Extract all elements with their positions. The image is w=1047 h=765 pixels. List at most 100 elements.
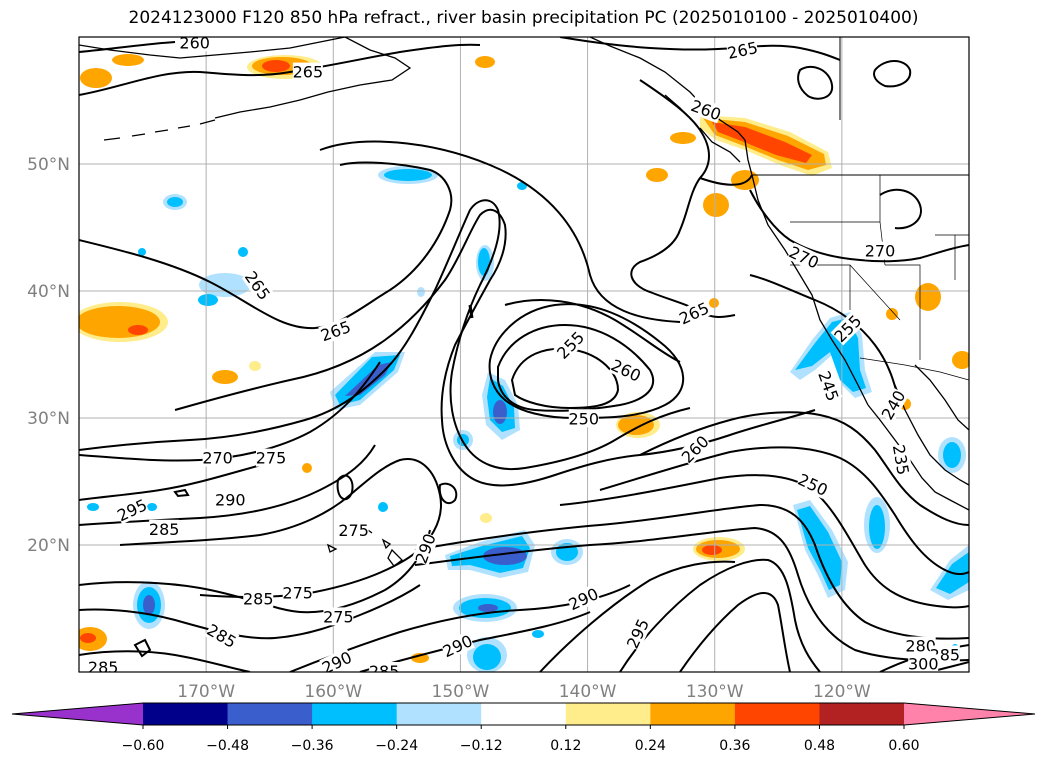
- refractivity-contour: [79, 361, 381, 462]
- colorbar-segment: [312, 703, 398, 725]
- colorbar-segment: [143, 703, 229, 725]
- colorbar-extend-min: [12, 703, 143, 725]
- precip-negative-region: [478, 248, 490, 276]
- colorbar-extend-max: [904, 703, 1035, 725]
- contour-label-background: [255, 448, 286, 467]
- contour-label-group: 280: [905, 636, 936, 656]
- contour-label-background: [243, 589, 274, 608]
- contour-label-group: 260: [179, 33, 210, 52]
- lat-tick-label: 50°N: [27, 155, 70, 175]
- mexico-border: [859, 357, 969, 381]
- precip-negative-region: [417, 287, 425, 297]
- precip-positive-region: [411, 653, 429, 663]
- contour-label-background: [815, 368, 843, 404]
- colorbar-segment: [819, 703, 905, 725]
- contour-label: 275: [256, 449, 287, 468]
- refractivity-contour: [497, 323, 655, 412]
- refractivity-contour: [619, 558, 821, 672]
- contour-label-background: [202, 448, 233, 467]
- precip-positive-region: [703, 193, 729, 217]
- contour-label: 275: [323, 607, 354, 626]
- refractivity-contours: [79, 37, 969, 672]
- precip-negative-region: [493, 400, 507, 424]
- refractivity-contour: [79, 199, 691, 471]
- contour-label-background: [114, 495, 150, 525]
- precip-negative-region: [532, 630, 544, 638]
- contour-label-group: 270: [865, 241, 895, 261]
- contour-label: 270: [202, 449, 233, 468]
- lon-tick-label: 130°W: [686, 682, 744, 702]
- lon-tick-label: 120°W: [813, 682, 871, 702]
- refractivity-contour: [488, 303, 685, 420]
- precip-positive-region: [475, 56, 495, 68]
- precip-positive-region: [480, 513, 492, 523]
- contour-label-group: 265: [293, 62, 323, 82]
- refractivity-contour: [173, 488, 190, 498]
- refractivity-contour: [639, 411, 969, 526]
- colorbar-segment: [396, 703, 482, 725]
- precip-negative-region: [147, 503, 157, 511]
- precip-positive-region: [709, 298, 719, 308]
- contour-label: 275: [338, 521, 369, 540]
- contour-label: 260: [179, 33, 210, 52]
- contour-label-group: 290: [215, 490, 246, 510]
- contour-label-group: 300: [908, 654, 939, 673]
- refractivity-contour: [504, 299, 681, 363]
- contour-label-background: [204, 620, 240, 651]
- contour-label-background: [215, 490, 246, 509]
- contour-label-background: [179, 37, 210, 52]
- contour-label: 275: [282, 583, 313, 602]
- mainland-mexico-coast: [914, 364, 969, 431]
- contour-label-background: [565, 584, 601, 614]
- precip-positive-region: [212, 370, 238, 384]
- contour-label-background: [623, 616, 653, 651]
- refractivity-contour: [559, 474, 969, 609]
- contour-label: 300: [908, 654, 939, 673]
- refractivity-contour: [79, 161, 453, 330]
- contour-label: 250: [568, 409, 599, 428]
- precip-negative-region: [943, 442, 961, 468]
- contour-label-background: [323, 607, 354, 626]
- precip-negative-region: [797, 506, 842, 590]
- map-title: 2024123000 F120 850 hPa refract., river …: [128, 8, 919, 28]
- precip-negative-region: [198, 294, 218, 306]
- contour-label-background: [318, 317, 353, 345]
- precip-positive-region: [712, 122, 812, 163]
- refractivity-contour: [879, 188, 922, 230]
- refractivity-contour: [319, 140, 681, 323]
- contour-label-background: [830, 311, 865, 346]
- contour-label: 280: [905, 637, 936, 656]
- lon-tick-label: 150°W: [432, 682, 490, 702]
- precip-positive-region: [646, 168, 668, 182]
- contour-label: 290: [215, 491, 246, 510]
- contour-label-group: 285: [149, 519, 180, 539]
- lat-tick-label: 40°N: [27, 282, 70, 302]
- colorbar-segment: [734, 703, 820, 725]
- contour-label-background: [795, 469, 831, 499]
- refractivity-contour: [873, 60, 912, 88]
- colorbar-segment: [650, 703, 736, 725]
- contour-label-background: [88, 658, 119, 672]
- contour-label-background: [241, 267, 274, 303]
- contour-label-background: [149, 519, 180, 538]
- colorbar-segment: [481, 703, 567, 725]
- refractivity-contour: [79, 444, 376, 526]
- contour-label-background: [865, 241, 895, 260]
- contour-label-group: 275: [282, 583, 313, 602]
- precip-negative-region: [473, 644, 501, 670]
- aleutian-islands: [103, 119, 216, 141]
- precip-positive-region: [80, 633, 96, 643]
- refractivity-contour: [133, 638, 152, 658]
- gulf-of-california-coast: [894, 384, 969, 486]
- precip-negative-region: [238, 247, 248, 257]
- baja-california-coast: [867, 404, 969, 511]
- colorbar-tick-label: −0.48: [206, 738, 249, 754]
- contour-label-background: [440, 631, 475, 661]
- colorbar-segment: [565, 703, 651, 725]
- contour-label-background: [553, 327, 588, 362]
- refractivity-contour: [468, 304, 474, 319]
- precip-negative-region: [478, 604, 498, 612]
- contour-label-group: 275: [338, 521, 369, 540]
- contour-label-background: [889, 443, 913, 477]
- colorbar-tick-label: −0.36: [291, 738, 334, 754]
